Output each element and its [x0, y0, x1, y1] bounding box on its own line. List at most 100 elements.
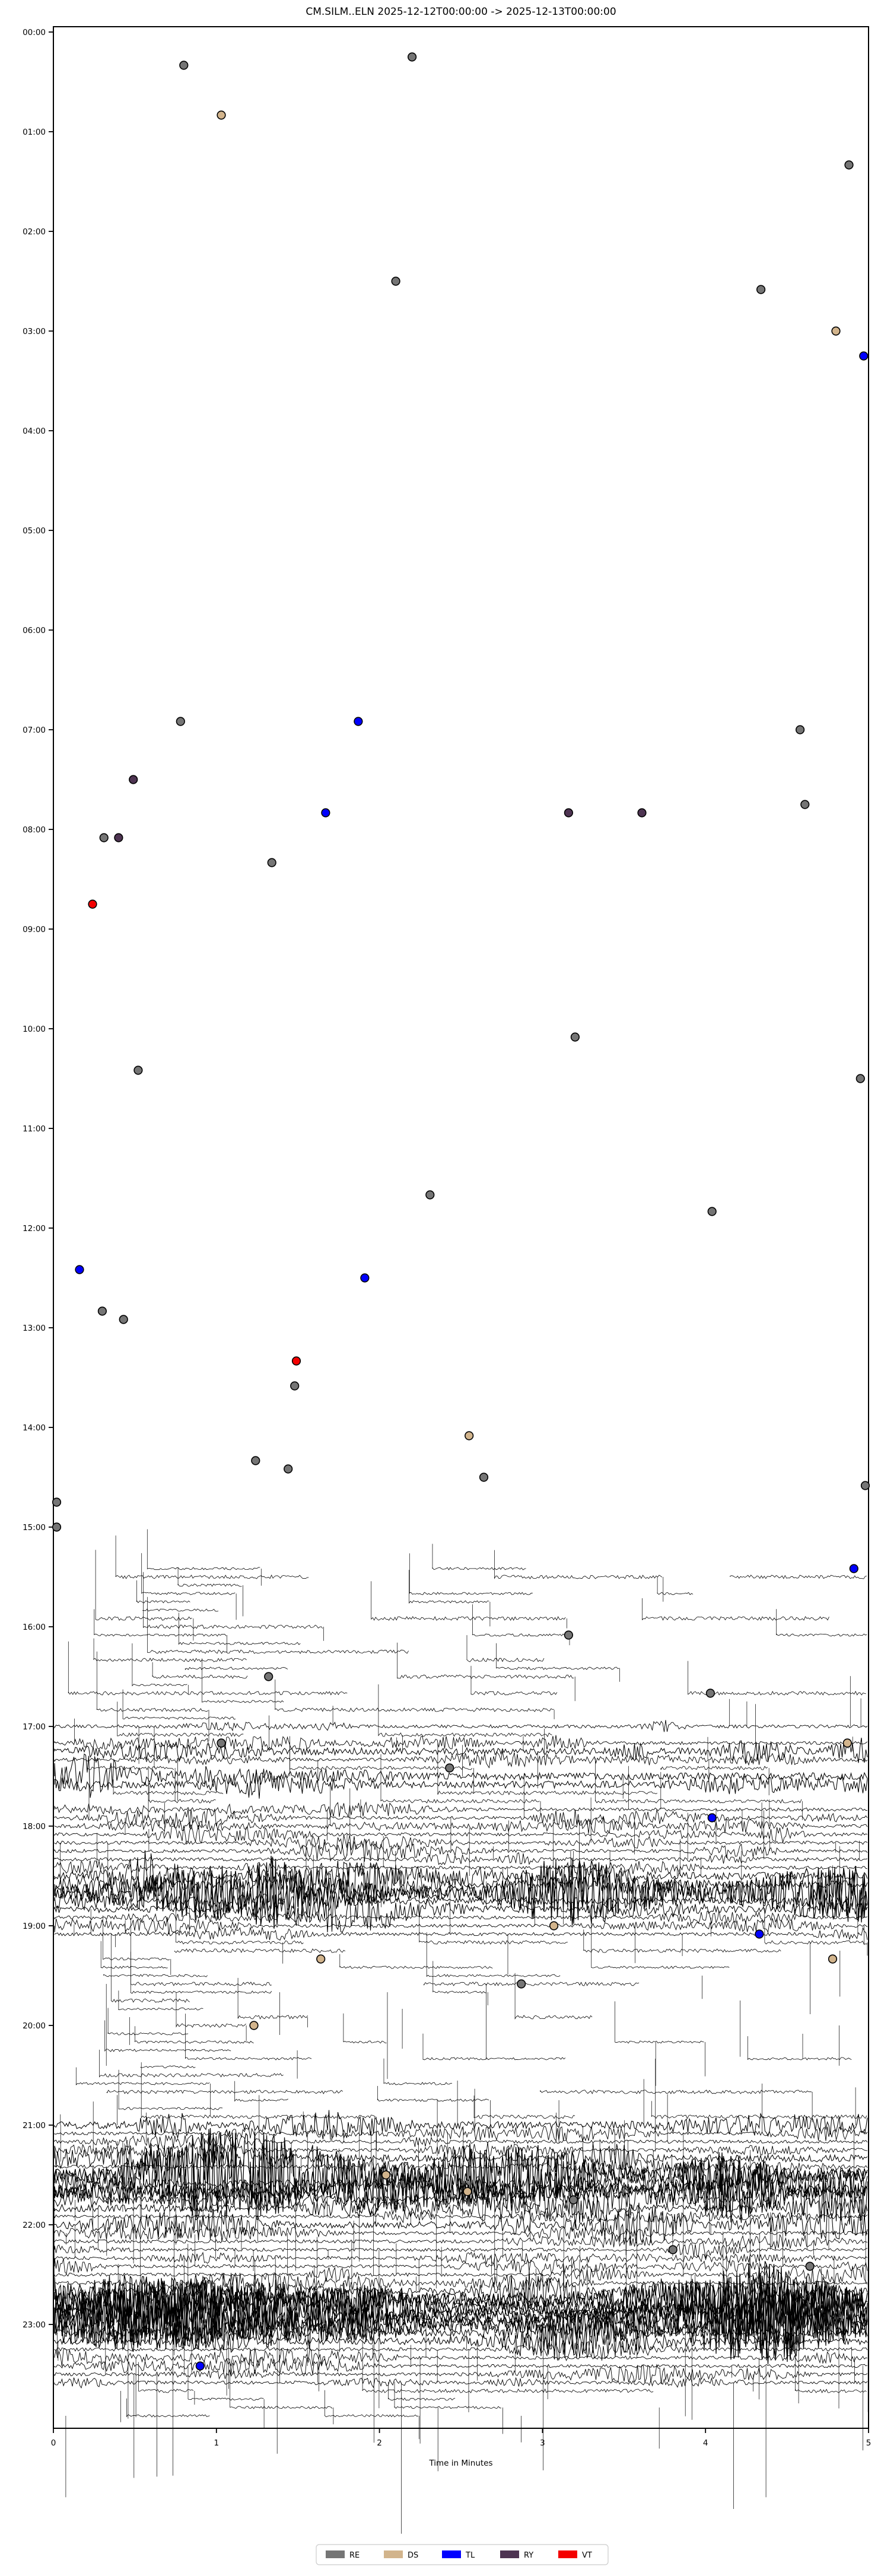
event-marker-tl[interactable] [354, 717, 363, 726]
event-marker-re[interactable] [97, 1306, 107, 1316]
event-marker-ds[interactable] [316, 1954, 326, 1964]
event-marker-tl[interactable] [195, 2361, 205, 2371]
y-tick-label: 08:00 [23, 825, 46, 835]
event-marker-re[interactable] [425, 1190, 435, 1200]
legend-label-re: RE [349, 2551, 360, 2560]
event-marker-re[interactable] [855, 1074, 865, 1083]
event-marker-re[interactable] [805, 2262, 815, 2271]
trace-row [202, 1700, 284, 1703]
trace-row [54, 1887, 868, 1933]
event-marker-re[interactable] [119, 1315, 128, 1324]
trace-row [140, 2065, 196, 2069]
trace-row [122, 1716, 236, 1720]
trace-spikes [115, 1535, 664, 1602]
trace-spikes [117, 1684, 379, 1735]
trace-row [107, 2032, 189, 2036]
event-marker-ds[interactable] [842, 1738, 852, 1748]
event-marker-re[interactable] [284, 1464, 293, 1474]
event-marker-ds[interactable] [249, 2021, 259, 2030]
event-marker-re[interactable] [251, 1456, 260, 1465]
event-marker-re[interactable] [707, 1207, 717, 1216]
trace-spikes [105, 2327, 754, 2478]
trace-spikes [68, 1641, 689, 1693]
event-marker-re[interactable] [264, 1672, 273, 1681]
event-marker-re[interactable] [290, 1381, 300, 1391]
event-marker-re[interactable] [517, 1979, 526, 1989]
trace-row [54, 2251, 868, 2265]
trace-spikes [590, 1797, 837, 1853]
event-marker-re[interactable] [179, 61, 189, 70]
y-tick-label: 03:00 [23, 327, 46, 336]
event-marker-vt[interactable] [88, 899, 97, 909]
trace-spikes [177, 1728, 708, 1801]
event-marker-re[interactable] [407, 52, 417, 62]
trace-row [54, 1852, 868, 1865]
event-marker-re[interactable] [568, 2195, 578, 2205]
event-marker-ds[interactable] [217, 110, 226, 120]
trace-row [54, 2272, 868, 2360]
event-marker-ry[interactable] [114, 833, 123, 842]
event-marker-re[interactable] [391, 276, 400, 286]
trace-row [54, 2313, 868, 2355]
event-marker-vt[interactable] [291, 1356, 301, 1366]
trace-row [234, 2098, 489, 2102]
event-marker-re[interactable] [860, 1481, 870, 1490]
event-marker-re[interactable] [445, 1763, 454, 1773]
event-marker-tl[interactable] [849, 1564, 858, 1573]
event-marker-re[interactable] [176, 717, 185, 726]
event-marker-ry[interactable] [637, 808, 647, 818]
y-tick-label: 11:00 [23, 1124, 46, 1134]
trace-row [54, 1817, 868, 1834]
event-marker-tl[interactable] [321, 808, 330, 818]
trace-row [106, 2090, 812, 2094]
y-tick-label: 09:00 [23, 925, 46, 934]
event-marker-tl[interactable] [755, 1929, 764, 1939]
trace-row [54, 2272, 868, 2294]
event-marker-re[interactable] [705, 1688, 715, 1698]
event-marker-ds[interactable] [463, 2187, 472, 2196]
trace-spikes [141, 2062, 652, 2145]
trace-row [54, 1883, 868, 1919]
trace-row [118, 2007, 203, 2011]
event-marker-ds[interactable] [828, 1954, 838, 1964]
event-marker-re[interactable] [52, 1497, 62, 1507]
trace-spikes [496, 1643, 620, 1682]
trace-row [87, 1766, 768, 1770]
event-marker-ry[interactable] [129, 775, 138, 784]
event-marker-ds[interactable] [465, 1431, 474, 1440]
event-marker-re[interactable] [668, 2245, 678, 2254]
event-marker-re[interactable] [479, 1473, 489, 1482]
trace-row [237, 2015, 593, 2020]
event-marker-re[interactable] [267, 858, 276, 867]
event-marker-tl[interactable] [360, 1273, 370, 1283]
trace-row [54, 2348, 868, 2368]
trace-row [54, 2377, 868, 2389]
event-marker-re[interactable] [99, 833, 109, 842]
event-marker-re[interactable] [564, 1630, 574, 1640]
event-marker-tl[interactable] [75, 1265, 84, 1274]
trace-spikes [269, 1715, 853, 1789]
y-tick-label: 01:00 [23, 128, 46, 137]
event-marker-re[interactable] [217, 1738, 226, 1748]
trace-row [54, 1860, 868, 1875]
event-marker-ds[interactable] [381, 2170, 391, 2180]
event-marker-tl[interactable] [707, 1813, 717, 1823]
event-marker-re[interactable] [52, 1522, 62, 1532]
event-marker-re[interactable] [795, 725, 805, 734]
event-marker-re[interactable] [570, 1032, 580, 1042]
event-marker-re[interactable] [133, 1066, 143, 1075]
trace-spikes [96, 1651, 555, 1741]
event-marker-re[interactable] [800, 800, 810, 809]
event-marker-re[interactable] [756, 285, 766, 294]
y-tick-label: 20:00 [23, 2021, 46, 2031]
trace-row [126, 2414, 419, 2418]
event-marker-re[interactable] [844, 160, 854, 170]
trace-spikes [107, 2008, 803, 2059]
event-marker-tl[interactable] [859, 351, 869, 361]
event-marker-ry[interactable] [564, 808, 574, 818]
event-marker-ds[interactable] [549, 1921, 559, 1931]
event-marker-ds[interactable] [831, 326, 841, 336]
trace-row [177, 1583, 242, 1587]
trace-spikes [106, 1918, 486, 2066]
